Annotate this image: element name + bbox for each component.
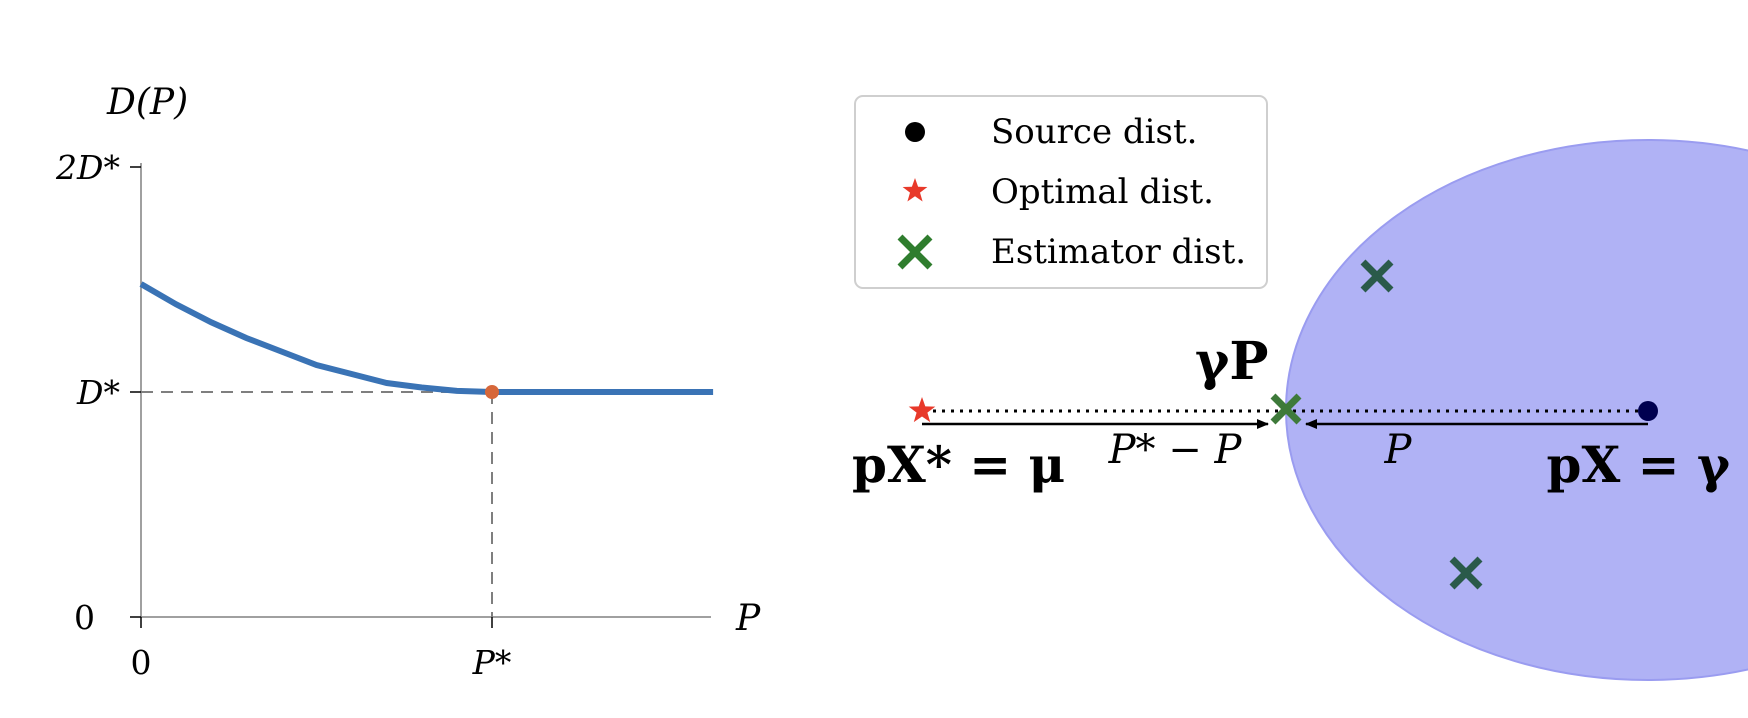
pstar-marker [485,385,499,399]
optimal-star-marker [908,397,936,423]
optimal-dist-legend-icon [902,178,928,202]
legend-label-estimator: Estimator dist. [991,232,1246,272]
legend-box [854,95,1268,289]
estimator-boundary-marker [1270,393,1302,425]
x-axis-label: P [735,598,761,639]
x-tick-label-0: 0 [131,643,152,682]
pstar-minus-p-label: P* − P [1108,427,1243,473]
legend-label-source: Source dist. [991,112,1197,152]
y-tick-label-dstar: D* [76,373,120,412]
source-dist-marker [1638,401,1658,421]
x-tick-label-pstar: P* [472,643,512,682]
source-dist-legend-icon [905,122,925,142]
estimator-marker-upper [1360,259,1394,293]
p-arrow-label: P [1384,427,1413,473]
distribution-region [1285,139,1748,681]
px-star-label: pX* = μ [852,435,1065,494]
estimator-dist-legend-icon [897,234,933,270]
estimator-marker-lower [1449,556,1483,590]
y-tick-label-2dstar: 2D* [55,148,120,187]
legend-label-optimal: Optimal dist. [991,172,1214,212]
y-tick-label-0: 0 [74,598,95,637]
left-plot: D(P) P 2D* D* 0 0 P* [55,82,761,682]
y-axis-label: D(P) [106,82,188,123]
right-diagram: Source dist. Optimal dist. Estimator dis… [852,95,1748,681]
px-label: pX = γ [1547,435,1731,494]
dp-curve [139,281,714,395]
gamma-p-label: γP [1195,331,1268,392]
legend: Source dist. Optimal dist. Estimator dis… [854,95,1268,289]
